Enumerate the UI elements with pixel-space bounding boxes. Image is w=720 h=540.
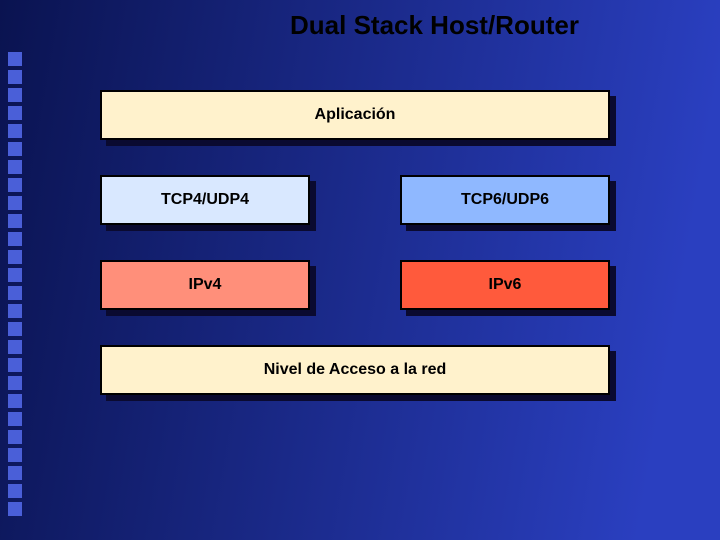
layer-tcp4-box: TCP4/UDP4 — [100, 175, 310, 225]
bullet-square-icon — [8, 340, 22, 354]
layer-tcp6-box: TCP6/UDP6 — [400, 175, 610, 225]
slide-title: Dual Stack Host/Router — [290, 10, 710, 41]
layer-network-access-box: Nivel de Acceso a la red — [100, 345, 610, 395]
bullet-square-icon — [8, 88, 22, 102]
layer-tcp4-label: TCP4/UDP4 — [161, 191, 249, 209]
bullet-square-icon — [8, 250, 22, 264]
bullet-square-icon — [8, 268, 22, 282]
bullet-square-icon — [8, 142, 22, 156]
layer-ipv4-label: IPv4 — [189, 276, 222, 294]
layer-tcp6-label: TCP6/UDP6 — [461, 191, 549, 209]
layer-application-label: Aplicación — [315, 106, 396, 124]
bullet-square-icon — [8, 394, 22, 408]
bullet-square-icon — [8, 430, 22, 444]
bullet-square-icon — [8, 196, 22, 210]
layer-network-access-label: Nivel de Acceso a la red — [264, 361, 447, 379]
layer-ipv6-box: IPv6 — [400, 260, 610, 310]
bullet-square-icon — [8, 412, 22, 426]
layer-application-box: Aplicación — [100, 90, 610, 140]
bullet-square-icon — [8, 214, 22, 228]
bullet-square-icon — [8, 304, 22, 318]
side-decoration — [8, 52, 38, 520]
bullet-square-icon — [8, 376, 22, 390]
bullet-square-icon — [8, 232, 22, 246]
bullet-square-icon — [8, 160, 22, 174]
bullet-square-icon — [8, 358, 22, 372]
bullet-square-icon — [8, 322, 22, 336]
bullet-square-icon — [8, 52, 22, 66]
bullet-square-icon — [8, 70, 22, 84]
bullet-square-icon — [8, 448, 22, 462]
slide-canvas: Dual Stack Host/Router Aplicación TCP4/U… — [0, 0, 720, 540]
bullet-square-icon — [8, 124, 22, 138]
bullet-square-icon — [8, 466, 22, 480]
bullet-square-icon — [8, 106, 22, 120]
bullet-square-icon — [8, 286, 22, 300]
layer-ipv6-label: IPv6 — [489, 276, 522, 294]
layer-ipv4-box: IPv4 — [100, 260, 310, 310]
bullet-square-icon — [8, 484, 22, 498]
bullet-square-icon — [8, 502, 22, 516]
bullet-square-icon — [8, 178, 22, 192]
